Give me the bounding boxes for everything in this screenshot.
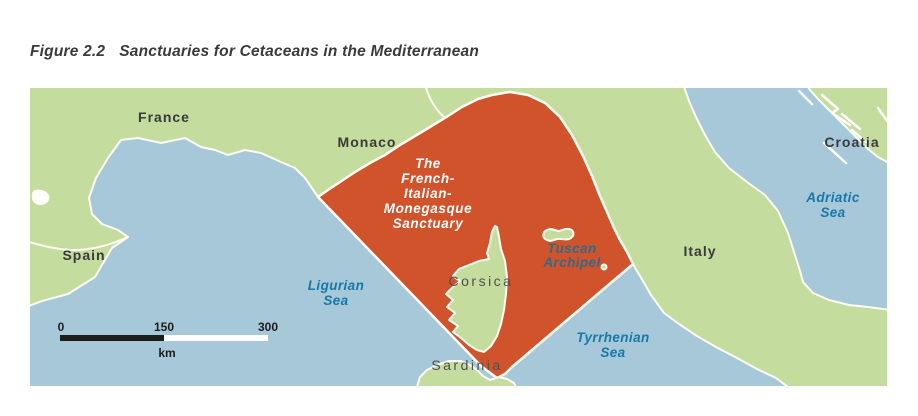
scale-bar: 0 150 300 km [58,320,279,360]
label-france: France [138,109,190,125]
label-sanctuary: The French- Italian- Monegasque Sanctuar… [384,156,473,231]
label-corsica: Corsica [449,273,514,289]
svg-text:Sea: Sea [820,205,845,220]
label-croatia: Croatia [824,134,879,150]
croatian-islands [797,89,887,165]
tuscan-archipelago-islands [542,227,608,271]
sanctuary-area [316,90,635,380]
croatian-island [822,141,848,165]
corsica-island [445,225,508,353]
svg-text:Adriatic: Adriatic [805,190,860,205]
figure-title-text: Sanctuaries for Cetaceans in the Mediter… [119,43,480,60]
svg-text:Sea: Sea [323,293,348,308]
svg-text:The: The [415,156,441,171]
svg-text:Sanctuary: Sanctuary [393,216,465,231]
svg-text:Sea: Sea [600,345,625,360]
svg-text:Monegasque: Monegasque [384,201,473,216]
coastal-lagoon [31,189,50,206]
label-tuscan-archipel: Tuscan Archipel [542,241,600,270]
scale-start-label: 0 [58,320,65,334]
svg-text:Archipel: Archipel [542,255,600,270]
figure-number: Figure 2.2 [30,43,106,60]
tuscan-island [542,227,575,242]
label-tyrrhenian-sea: Tyrrhenian Sea [576,330,649,360]
label-spain: Spain [62,247,105,263]
tuscan-island [600,263,608,271]
scale-middle-label: 150 [154,320,174,334]
figure-title: Figure 2.2 Sanctuaries for Cetaceans in t… [30,43,479,61]
label-ligurian-sea: Ligurian Sea [308,278,364,308]
sardinia-island [416,360,517,386]
croatian-island [797,89,814,106]
scale-end-label: 300 [258,320,278,334]
label-sardinia: Sardinia [431,357,502,373]
croatian-island [876,106,887,123]
label-adriatic-sea: Adriatic Sea [805,190,860,220]
france-spain-border [30,236,129,252]
svg-text:Italian-: Italian- [404,186,452,201]
scale-unit-label: km [158,346,175,360]
scale-bar-white-segment [164,335,268,341]
scale-bar-black-segment [60,335,164,341]
svg-text:Tuscan: Tuscan [547,241,596,256]
label-italy: Italy [683,243,716,259]
france-italy-border [425,88,445,118]
svg-text:French-: French- [401,171,455,186]
croatian-island [840,112,862,131]
croatian-island [820,93,852,127]
svg-text:Tyrrhenian: Tyrrhenian [576,330,649,345]
svg-text:Ligurian: Ligurian [308,278,364,293]
label-monaco: Monaco [338,134,397,150]
croatian-island [850,128,868,144]
